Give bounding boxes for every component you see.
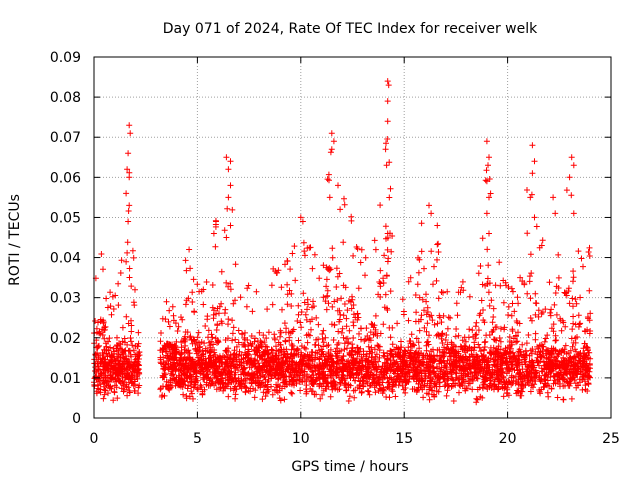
y-tick-label: 0.08	[50, 90, 81, 106]
y-tick-label: 0.01	[50, 371, 81, 387]
y-tick-label: 0.04	[50, 251, 81, 267]
x-axis-label: GPS time / hours	[291, 459, 408, 475]
x-axis-ticks: 0 5 10 15 20 25	[90, 57, 620, 447]
x-tick-label: 10	[292, 431, 310, 447]
y-tick-label: 0.07	[50, 130, 81, 146]
y-tick-label: 0.06	[50, 170, 81, 186]
y-tick-label: 0.03	[50, 291, 81, 307]
chart-title: Day 071 of 2024, Rate Of TEC Index for r…	[163, 21, 538, 37]
x-tick-label: 15	[395, 431, 413, 447]
plot-frame	[93, 56, 612, 419]
y-tick-label: 0	[72, 411, 81, 427]
x-tick-label: 5	[193, 431, 202, 447]
x-tick-label: 0	[90, 431, 99, 447]
y-axis-label: ROTI / TECUs	[7, 194, 23, 286]
axes	[93, 56, 612, 419]
y-axis-ticks: 0 0.01 0.02 0.03 0.04 0.05 0.06 0.07 0.08 0.09	[50, 50, 611, 427]
y-tick-label: 0.02	[50, 331, 81, 347]
data-points	[91, 78, 594, 406]
x-tick-label: 25	[602, 431, 620, 447]
roti-series-markers	[91, 78, 594, 406]
x-tick-label: 20	[499, 431, 517, 447]
y-tick-label: 0.09	[50, 50, 81, 66]
y-tick-label: 0.05	[50, 210, 81, 226]
